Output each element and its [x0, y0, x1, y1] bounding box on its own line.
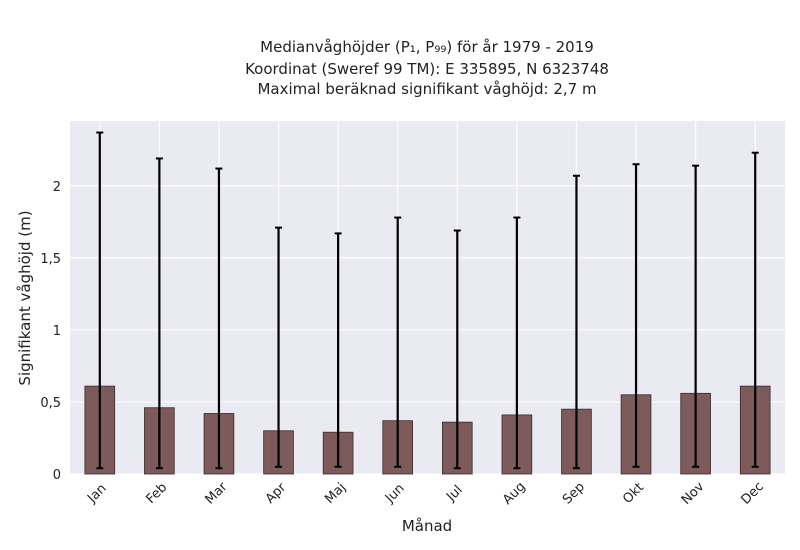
x-axis-label: Månad	[402, 517, 452, 535]
y-tick-labels: 0 0,5 1 1,5 2	[40, 180, 61, 483]
error-bar-dec	[751, 151, 759, 468]
error-bar-okt	[632, 163, 640, 468]
x-tick-label-maj: Maj	[322, 480, 349, 507]
x-tick-label-aug: Aug	[500, 479, 529, 508]
error-bar-mar	[215, 167, 223, 470]
y-tick-label: 2	[53, 180, 61, 195]
chart-title-line-3: Maximal beräknad signifikant våghöjd: 2,…	[257, 80, 596, 98]
x-tick-label-feb: Feb	[143, 480, 170, 507]
plot-area	[70, 121, 785, 474]
x-tick-label-jan: Jan	[84, 481, 109, 506]
error-bar-jul	[453, 229, 461, 470]
x-tick-label-apr: Apr	[263, 480, 290, 507]
error-bar-feb	[155, 157, 163, 470]
y-tick-label: 1	[53, 324, 61, 339]
error-bar-nov	[692, 164, 700, 468]
y-axis-label: Signifikant våghöjd (m)	[16, 210, 34, 385]
error-bar-apr	[275, 226, 283, 468]
y-tick-label: 0	[53, 468, 61, 483]
x-tick-label-okt: Okt	[620, 480, 647, 507]
error-bars	[96, 131, 759, 470]
x-tick-label-dec: Dec	[739, 479, 767, 507]
error-bar-jan	[96, 131, 104, 470]
error-bar-aug	[513, 216, 521, 470]
chart-title-line-2: Koordinat (Sweref 99 TM): E 335895, N 63…	[245, 60, 609, 78]
chart-title-line-1: Medianvåghöjder (P₁, P₉₉) för år 1979 - …	[260, 38, 594, 56]
error-bar-jun	[394, 216, 402, 468]
x-tick-label-jun: Jun	[382, 481, 408, 507]
x-tick-label-nov: Nov	[679, 479, 708, 508]
x-tick-label-jul: Jul	[443, 483, 465, 505]
error-bar-maj	[334, 232, 342, 468]
x-tick-labels: Jan Feb Mar Apr Maj Jun Jul Aug Sep Okt Nov Dec	[84, 479, 767, 508]
y-tick-label: 0,5	[40, 396, 61, 411]
error-bar-sep	[572, 174, 580, 470]
x-tick-label-mar: Mar	[203, 479, 231, 507]
y-tick-label: 1,5	[40, 252, 61, 267]
x-tick-label-sep: Sep	[560, 480, 588, 508]
